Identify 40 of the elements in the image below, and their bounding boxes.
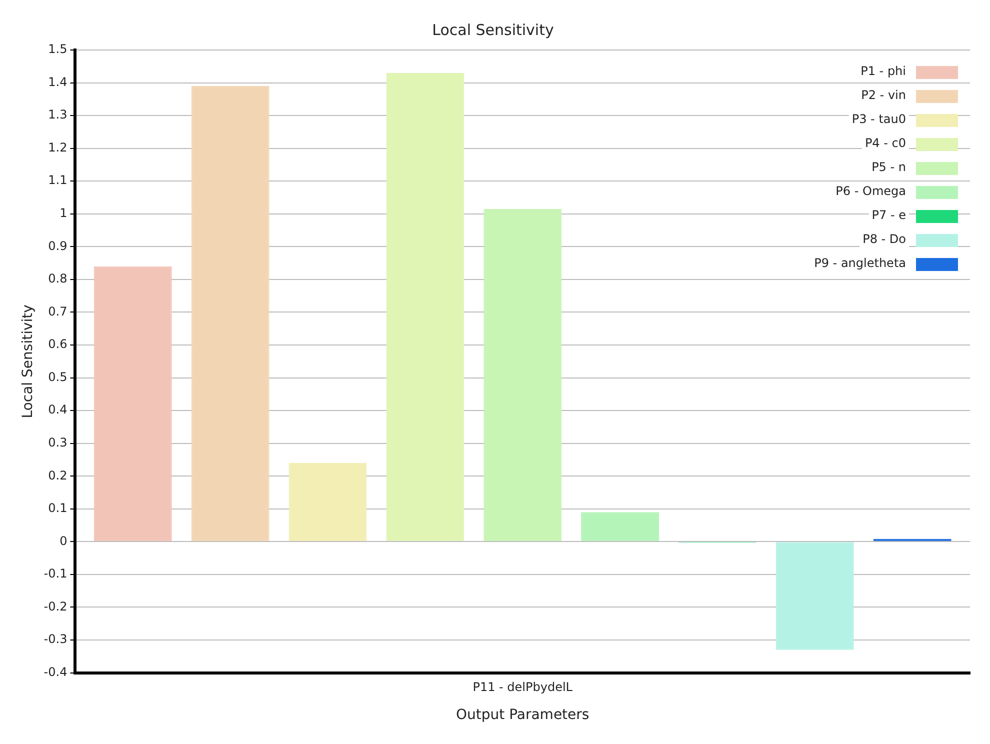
y-tick-label: -0.2 <box>44 599 68 614</box>
y-tick-label: 0.8 <box>48 272 68 286</box>
y-tick-label: -0.1 <box>44 566 68 581</box>
legend-label: P7 - e <box>872 208 906 222</box>
legend-label: P6 - Omega <box>836 184 906 198</box>
y-tick-label: 0.6 <box>48 337 68 352</box>
y-tick-label: 0.5 <box>48 370 68 384</box>
y-axis-title: Local Sensitivity <box>20 304 36 418</box>
y-tick-label: 1 <box>60 206 68 220</box>
bar <box>191 86 270 542</box>
y-tick-label: 0.4 <box>48 402 68 417</box>
chart-title: Local Sensitivity <box>432 20 554 39</box>
y-tick-label: 0.1 <box>48 501 68 516</box>
x-tick-label: P11 - delPbydelL <box>472 680 573 694</box>
y-tick-label: 0.7 <box>48 304 68 318</box>
bar <box>288 463 367 542</box>
legend-label: P3 - tau0 <box>852 112 906 126</box>
legend-label: P8 - Do <box>862 232 906 246</box>
y-tick-label: 0.9 <box>48 238 68 253</box>
y-tick-label: 0.2 <box>48 468 68 482</box>
legend-label: P5 - n <box>872 160 906 174</box>
x-axis-title: Output Parameters <box>456 707 590 724</box>
bar <box>484 208 562 542</box>
y-tick-label: -0.4 <box>44 664 68 679</box>
bar <box>581 512 660 542</box>
bar <box>386 72 464 542</box>
legend-label: P4 - c0 <box>864 136 906 150</box>
y-tick-label: 1.1 <box>48 173 68 188</box>
y-tick-label: 1.5 <box>48 42 68 56</box>
y-tick-label: 0.3 <box>48 435 68 450</box>
y-tick-label: 1.2 <box>48 140 68 154</box>
legend-label: P2 - vin <box>861 88 906 102</box>
y-tick-label: -0.3 <box>44 632 68 646</box>
legend-label: P9 - angletheta <box>814 256 906 270</box>
bar <box>776 542 854 650</box>
y-tick-label: 1.3 <box>48 108 68 122</box>
legend-label: P1 - phi <box>860 64 906 78</box>
bar <box>94 266 172 542</box>
y-tick-label: 0 <box>60 534 68 548</box>
y-tick-label: 1.4 <box>48 74 68 89</box>
